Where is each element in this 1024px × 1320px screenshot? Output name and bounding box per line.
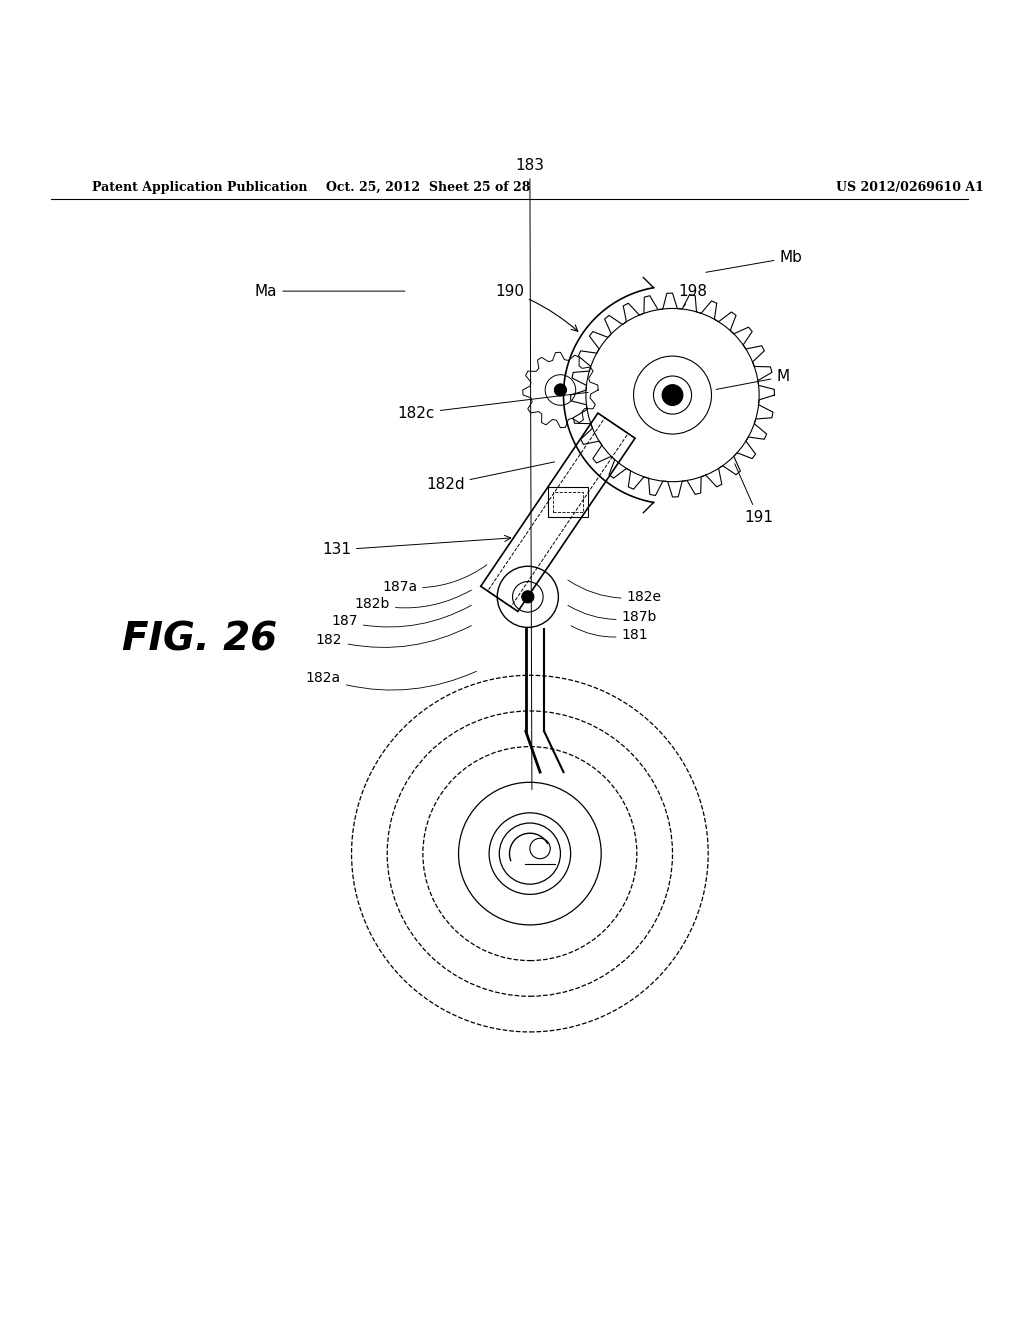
Text: Ma: Ma (255, 284, 404, 298)
Text: Patent Application Publication: Patent Application Publication (92, 181, 307, 194)
Text: 182c: 182c (397, 392, 588, 421)
Text: M: M (716, 370, 790, 389)
Circle shape (521, 591, 534, 603)
Circle shape (663, 384, 683, 405)
Text: US 2012/0269610 A1: US 2012/0269610 A1 (836, 181, 983, 194)
Text: 187a: 187a (382, 565, 486, 594)
Text: 183: 183 (515, 158, 545, 789)
Text: 187b: 187b (568, 606, 657, 624)
Text: 181: 181 (571, 626, 648, 642)
Text: 131: 131 (322, 536, 511, 557)
Text: 182e: 182e (568, 579, 662, 603)
Text: 182b: 182b (354, 590, 471, 611)
Text: Mb: Mb (706, 249, 803, 272)
Text: 187: 187 (331, 606, 471, 628)
Text: 191: 191 (735, 463, 773, 525)
Text: 182d: 182d (426, 462, 555, 492)
Text: 190: 190 (495, 284, 578, 331)
Text: 198: 198 (679, 284, 708, 306)
Text: FIG. 26: FIG. 26 (122, 620, 278, 659)
Text: 182a: 182a (306, 672, 476, 690)
Circle shape (554, 384, 566, 396)
Text: Oct. 25, 2012  Sheet 25 of 28: Oct. 25, 2012 Sheet 25 of 28 (326, 181, 530, 194)
Text: 182: 182 (315, 626, 471, 647)
